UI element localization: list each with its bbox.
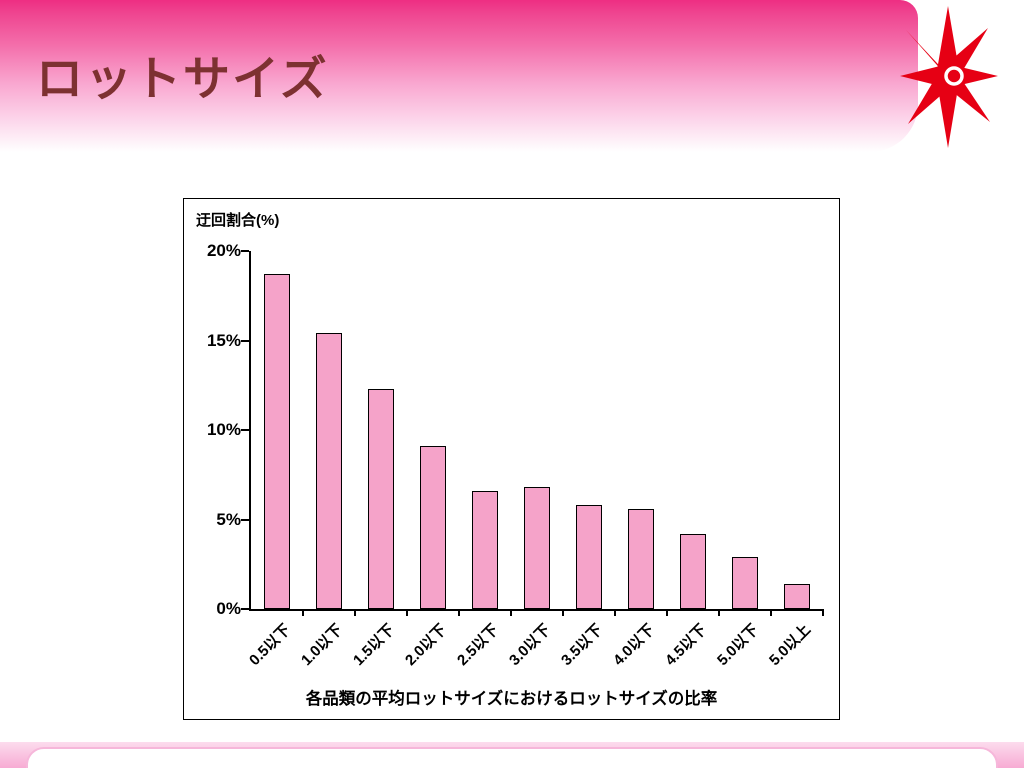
bar <box>316 333 342 609</box>
compass-star-icon <box>896 4 1000 150</box>
y-tick <box>241 518 249 521</box>
y-tick-label: 20% <box>206 241 241 260</box>
bar <box>680 533 706 609</box>
x-tick <box>302 609 304 616</box>
y-tick <box>241 250 249 252</box>
x-tick-label: 1.0以下 <box>298 621 347 670</box>
y-tick-label: 15% <box>206 330 241 350</box>
bar <box>420 446 446 609</box>
bar <box>524 487 550 609</box>
y-tick <box>241 429 249 431</box>
plot-area <box>249 251 824 616</box>
x-tick <box>770 609 772 616</box>
x-tick-label: 4.5以下 <box>662 621 711 670</box>
x-tick <box>354 609 356 616</box>
x-tick <box>718 609 720 616</box>
y-axis-title: 迂回割合(%) <box>196 212 280 229</box>
x-axis-title: 各品類の平均ロットサイズにおけるロットサイズの比率 <box>305 690 718 708</box>
bar <box>472 490 498 609</box>
y-tick <box>241 608 249 610</box>
bar <box>784 583 810 609</box>
x-tick-label: 5.0以下 <box>714 621 763 670</box>
x-tick <box>510 609 512 616</box>
y-tick-label: 0% <box>216 599 241 618</box>
x-tick-label: 3.0以下 <box>506 621 555 670</box>
x-tick-label: 3.5以下 <box>558 621 607 670</box>
x-tick-label: 0.5以下 <box>246 621 295 670</box>
footer-band <box>0 742 1024 768</box>
x-tick <box>666 609 668 616</box>
x-tick-label: 2.5以下 <box>454 621 503 670</box>
x-tick <box>562 609 564 616</box>
bar <box>576 505 602 609</box>
bar <box>732 557 758 609</box>
x-tick-label: 1.5以下 <box>350 621 399 670</box>
x-tick <box>822 609 824 616</box>
x-tick <box>614 609 616 616</box>
chart-frame: 迂回割合(%) 各品類の平均ロットサイズにおけるロットサイズの比率 0% 5% 10… <box>183 198 840 720</box>
x-tick-label: 4.0以下 <box>610 621 659 670</box>
bar <box>264 274 290 609</box>
x-tick-label: 5.0以上 <box>766 621 815 670</box>
footer-pill <box>26 747 998 768</box>
bar <box>628 508 654 609</box>
x-tick-label: 2.0以下 <box>402 621 451 670</box>
x-tick <box>406 609 408 616</box>
y-tick-label: 5% <box>216 509 241 529</box>
header-band: ロットサイズ <box>0 0 918 152</box>
slide-title: ロットサイズ <box>36 52 329 105</box>
y-tick <box>241 339 249 342</box>
bar <box>368 388 394 609</box>
x-tick <box>458 609 460 616</box>
y-tick-label: 10% <box>206 420 241 439</box>
